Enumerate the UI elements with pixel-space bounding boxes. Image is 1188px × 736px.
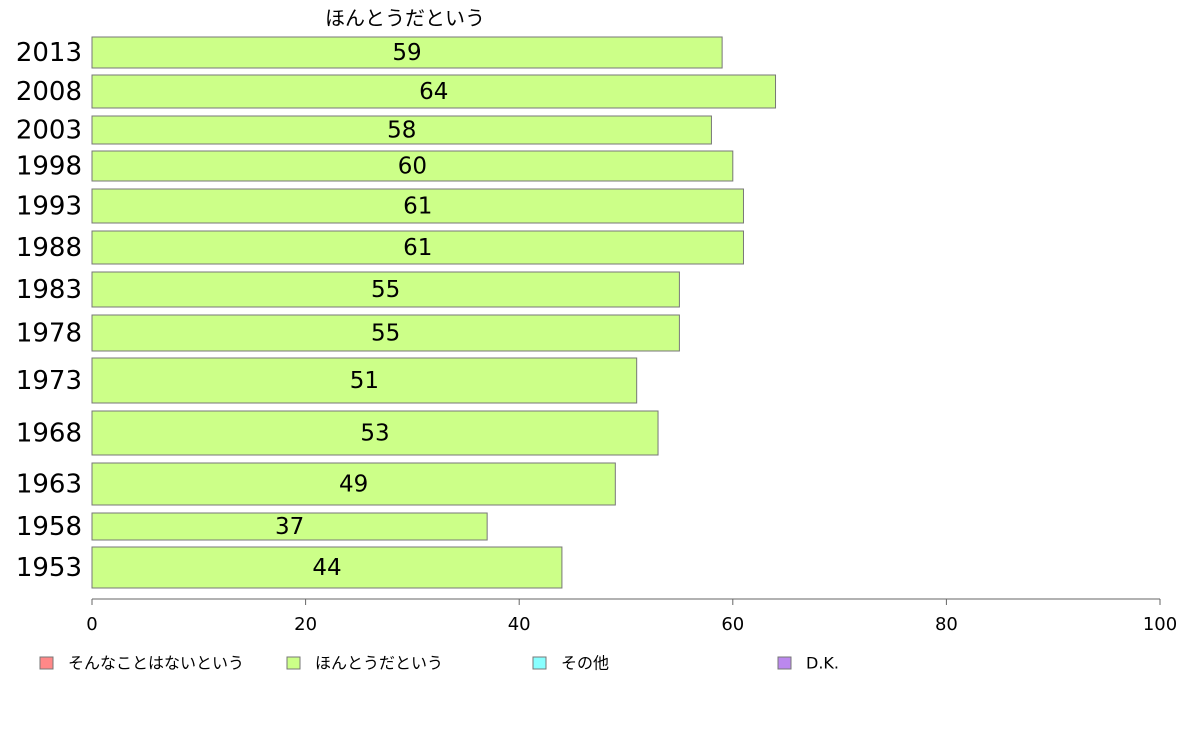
bar-value-label: 49 <box>339 472 368 498</box>
bar-value-label: 61 <box>403 194 432 220</box>
y-tick-label: 2003 <box>16 116 82 146</box>
bar-value-label: 37 <box>275 514 304 540</box>
bar <box>91 36 723 69</box>
y-tick-label: 1983 <box>16 275 82 305</box>
legend-label: そんなことはないという <box>68 654 244 673</box>
bar-value-label: 53 <box>360 421 389 447</box>
legend-swatch <box>286 656 301 670</box>
y-tick-label: 1993 <box>16 192 82 222</box>
y-tick-label: 1978 <box>16 319 82 349</box>
bar-value-label: 55 <box>371 277 400 303</box>
y-tick-label: 2013 <box>16 38 82 68</box>
bar <box>91 314 680 352</box>
y-tick-label: 1998 <box>16 152 82 182</box>
bar <box>91 230 744 265</box>
x-tick-label: 80 <box>935 614 958 635</box>
legend: そんなことはないという ほんとうだという その他 D.K. <box>39 654 839 673</box>
y-tick-label: 1973 <box>16 366 82 396</box>
y-tick-label: 1968 <box>16 419 82 449</box>
bar-value-label: 59 <box>392 40 421 66</box>
bar <box>91 74 777 109</box>
legend-label: その他 <box>561 654 609 673</box>
bar-value-label: 51 <box>350 368 379 394</box>
x-tick-label: 20 <box>294 614 317 635</box>
y-tick-label: 1953 <box>16 553 82 583</box>
bar <box>91 546 563 589</box>
bar-value-label: 44 <box>312 555 341 581</box>
x-tick-label: 100 <box>1143 614 1177 635</box>
bar <box>91 115 712 145</box>
bar-value-label: 60 <box>398 154 427 180</box>
bar-value-label: 58 <box>387 118 416 144</box>
bars-group: 2013 59 2008 64 2003 58 1998 60 1993 61 1988 61 1983… <box>16 36 777 589</box>
bar <box>91 150 734 182</box>
bar <box>91 357 638 404</box>
legend-swatch <box>777 656 792 670</box>
y-tick-label: 1958 <box>16 512 82 542</box>
y-tick-label: 1988 <box>16 233 82 263</box>
y-tick-label: 2008 <box>16 77 82 107</box>
bar <box>91 271 680 308</box>
bar <box>91 188 744 224</box>
x-axis: 0 20 40 60 80 100 <box>86 598 1177 635</box>
x-tick-label: 0 <box>86 614 97 635</box>
x-tick-label: 60 <box>721 614 744 635</box>
x-tick-label: 40 <box>508 614 531 635</box>
y-tick-label: 1963 <box>16 470 82 500</box>
bar <box>91 462 616 506</box>
legend-swatch <box>39 656 54 670</box>
legend-label: ほんとうだという <box>315 654 443 673</box>
bar-value-label: 61 <box>403 235 432 261</box>
bar-value-label: 64 <box>419 79 448 105</box>
bar <box>91 512 488 541</box>
legend-swatch <box>532 656 547 670</box>
legend-label: D.K. <box>806 654 839 673</box>
bar-value-label: 55 <box>371 321 400 347</box>
chart-title: ほんとうだという <box>325 6 485 30</box>
bar <box>91 410 659 456</box>
